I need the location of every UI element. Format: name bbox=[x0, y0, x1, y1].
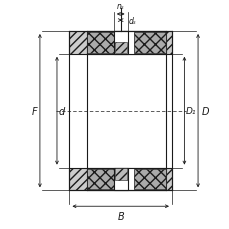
Bar bbox=[86, 33, 118, 53]
Bar bbox=[69, 168, 171, 191]
Text: d: d bbox=[59, 106, 65, 116]
Bar bbox=[69, 32, 171, 55]
Bar bbox=[113, 168, 127, 191]
Bar bbox=[114, 43, 126, 54]
Text: F: F bbox=[32, 106, 38, 116]
Bar bbox=[86, 169, 118, 189]
Text: D₁: D₁ bbox=[185, 107, 195, 116]
Text: dₛ: dₛ bbox=[128, 16, 135, 25]
Bar bbox=[86, 32, 166, 55]
Bar bbox=[86, 168, 166, 191]
Text: D: D bbox=[201, 106, 209, 116]
Bar bbox=[114, 169, 126, 180]
Bar bbox=[134, 169, 166, 189]
Bar bbox=[113, 32, 127, 55]
Text: r: r bbox=[87, 33, 90, 42]
Text: B: B bbox=[117, 211, 123, 221]
Text: nₛ: nₛ bbox=[116, 2, 124, 11]
Bar bbox=[134, 33, 166, 53]
